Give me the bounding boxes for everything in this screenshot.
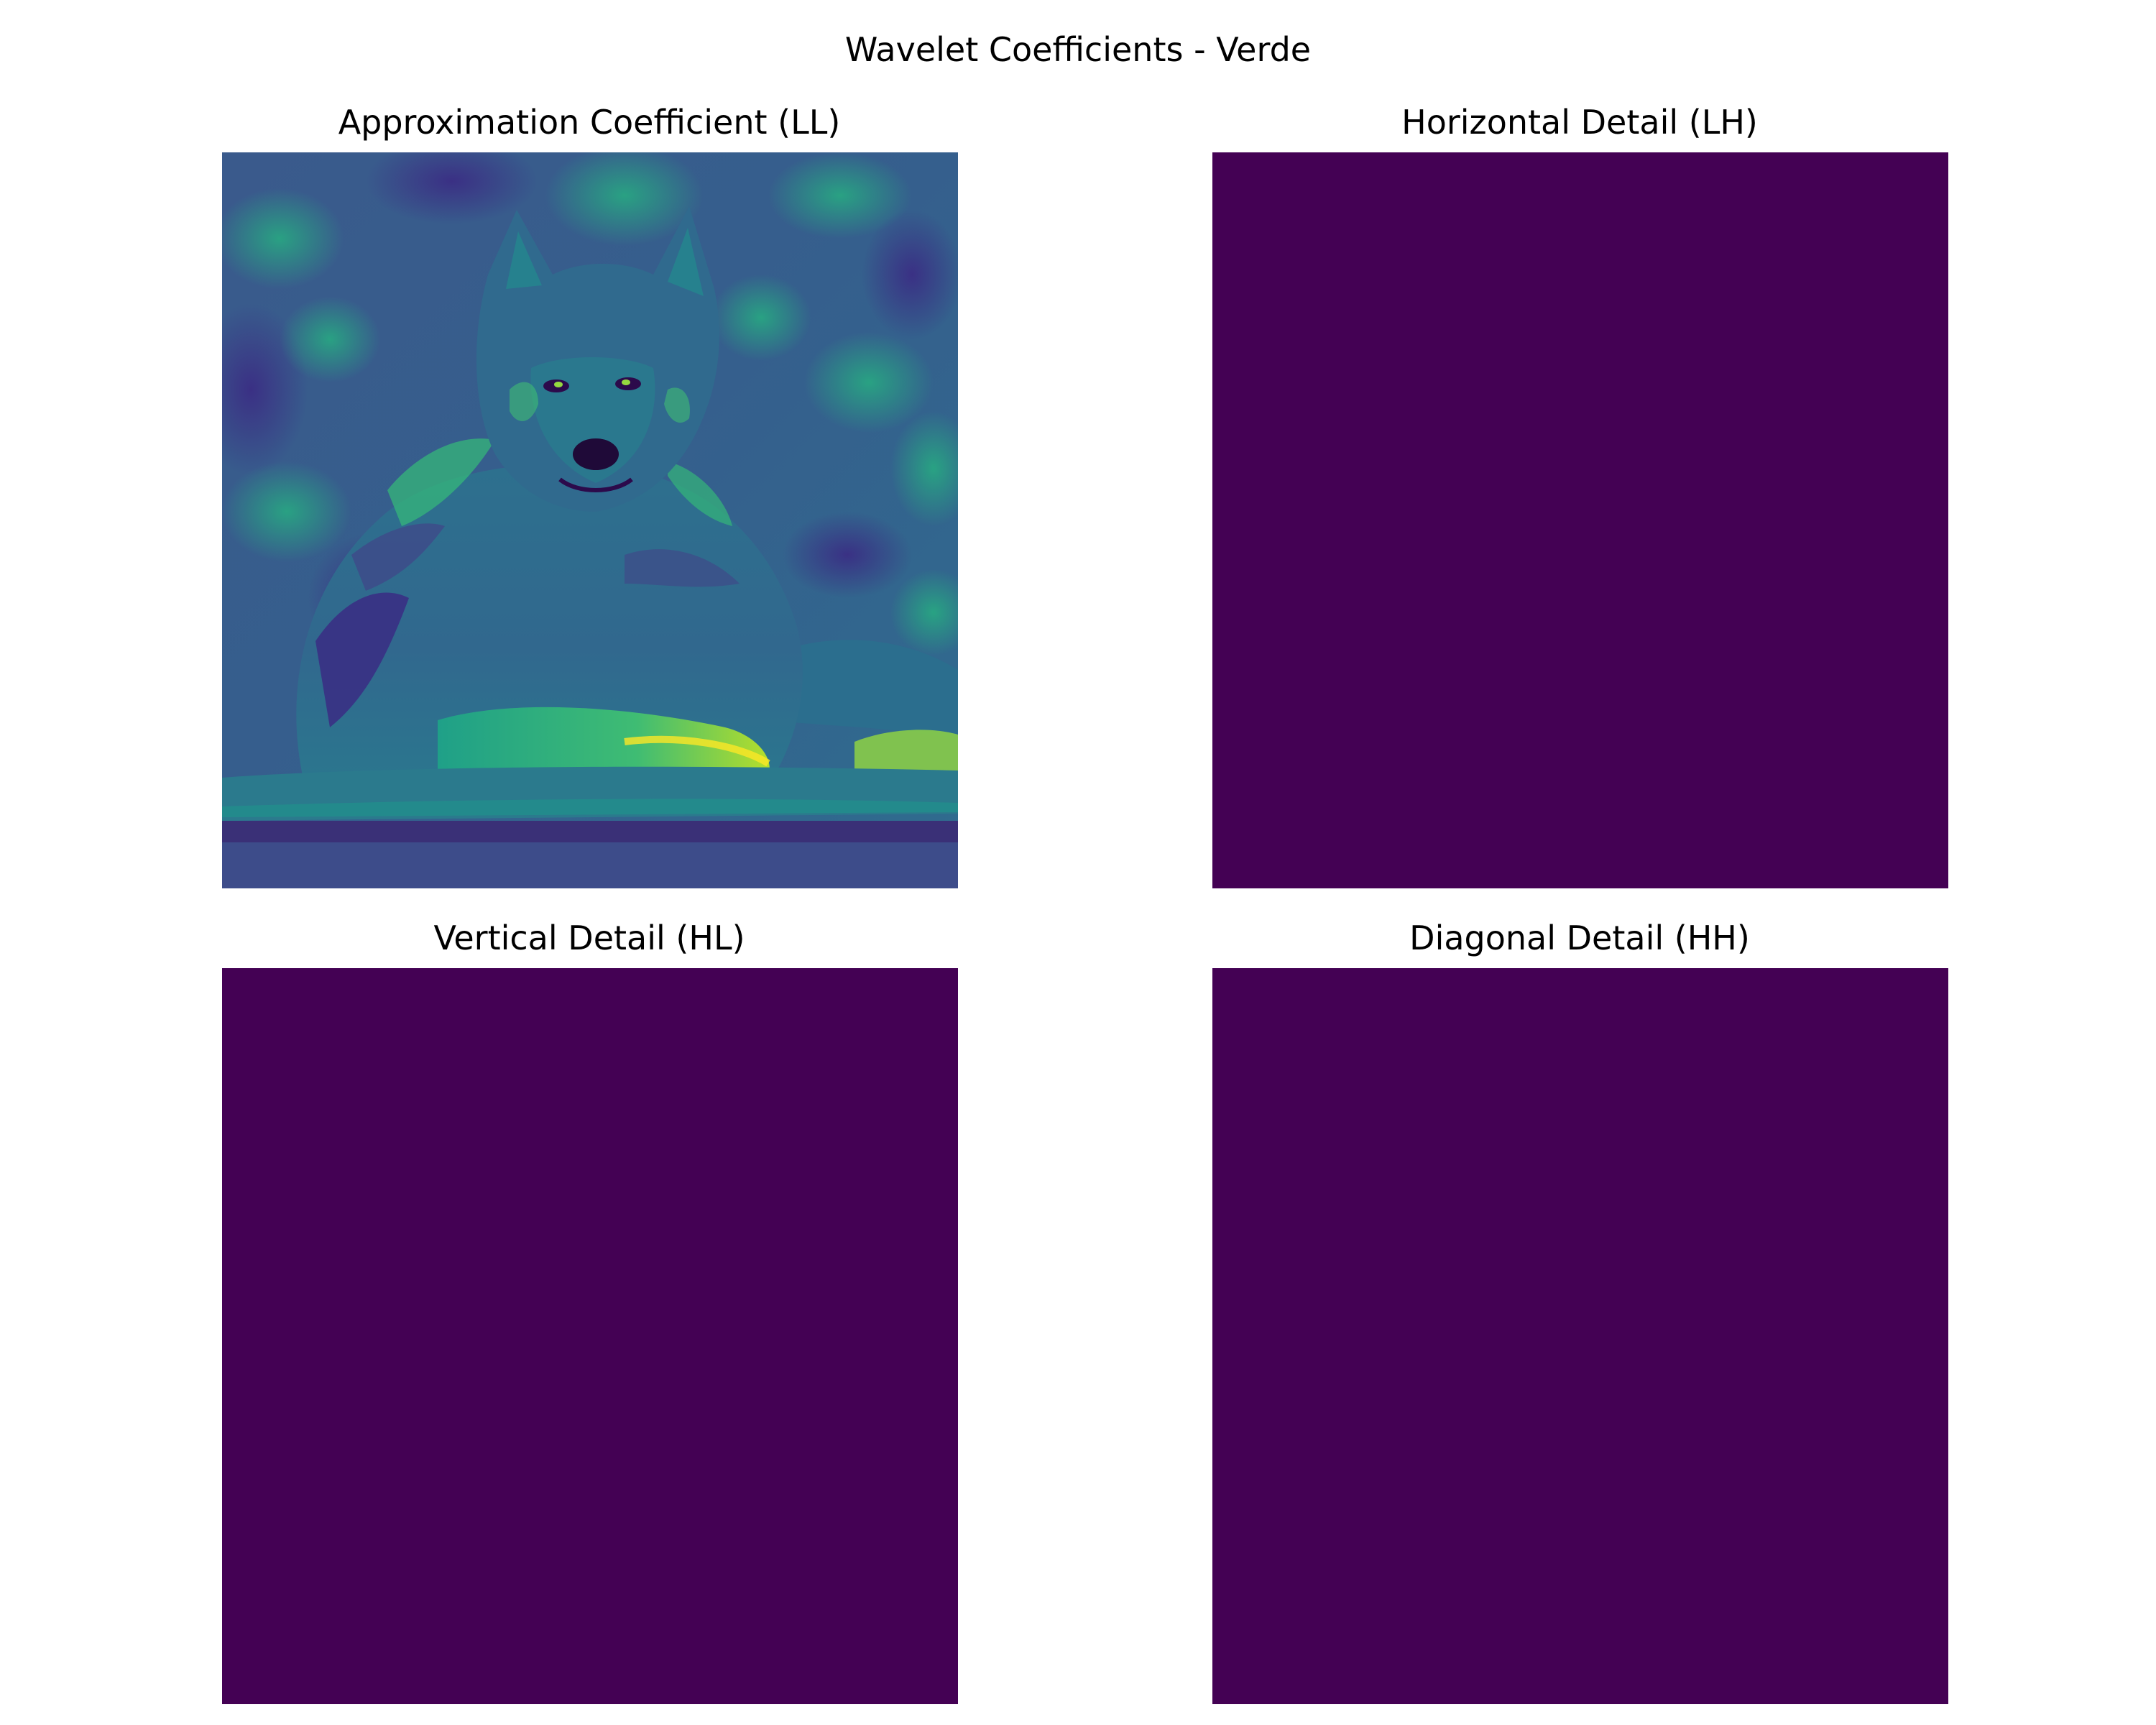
lh-panel-title: Horizontal Detail (LH) [1401, 103, 1758, 142]
ll-panel-title: Approximation Coefficient (LL) [338, 103, 841, 142]
rock-ledge [222, 766, 958, 888]
approximation-coefficient-image [222, 152, 958, 888]
hh-panel-title: Diagonal Detail (HH) [1409, 919, 1750, 957]
hl-panel-title: Vertical Detail (HL) [433, 919, 745, 957]
figure-title: Wavelet Coefficients - Verde [844, 30, 1312, 69]
horizontal-detail-image [1212, 152, 1948, 888]
wolf [296, 206, 958, 799]
wolf-image [222, 152, 958, 888]
diagonal-detail-image [1212, 968, 1948, 1704]
vertical-detail-image [222, 968, 958, 1704]
